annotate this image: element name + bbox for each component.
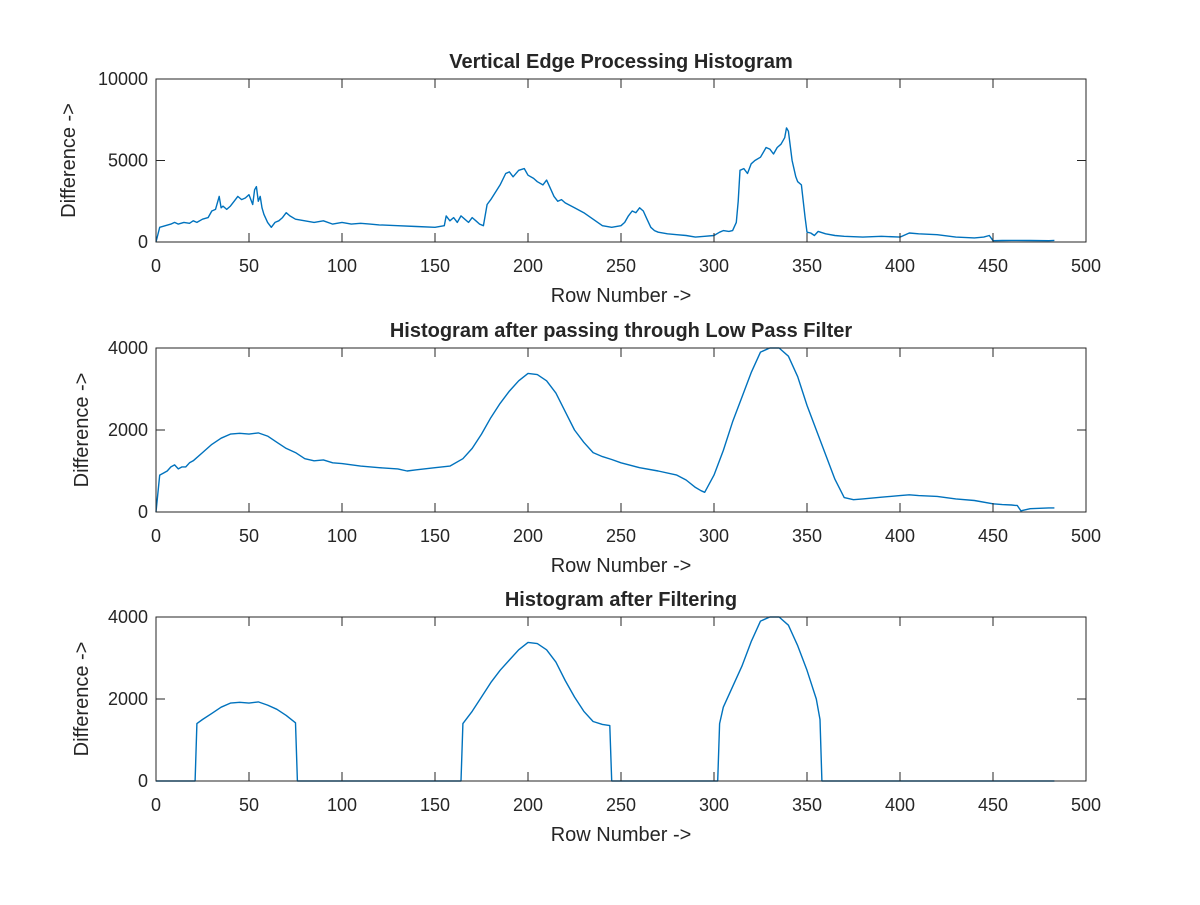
x-axis-label: Row Number -> [551,555,692,577]
x-tick-label: 150 [420,526,450,546]
x-axis-label: Row Number -> [551,285,692,307]
subplot-1: 0 50 100 150 200 250 300 350 400 450 5000500010000… [58,51,1101,307]
y-axis-label: Difference -> [71,642,93,757]
x-tick-label: 250 [606,795,636,815]
x-tick-label: 200 [513,526,543,546]
x-tick-label: 300 [699,526,729,546]
x-tick-label: 100 [327,256,357,276]
x-tick-label: 350 [792,795,822,815]
series-line-2-1 [155,347,1055,513]
subplot-3: 0 50 100 150 200 250 300 350 400 450 500 0 2000 4000 H… [71,589,1101,846]
x-tick-label: 250 [606,526,636,546]
x-tick-label: 400 [885,256,915,276]
x-tick-label: 350 [792,526,822,546]
x-tick-label: 500 [1071,795,1101,815]
series-line-3-1 [156,616,1055,782]
x-tick-label: 200 [513,795,543,815]
x-tick-label: 0 [151,526,161,546]
y-tick-label: 0 [138,232,148,252]
y-tick-label: 2000 [108,420,148,440]
x-tick-label: 500 [1071,256,1101,276]
subplot-2: 0 50 100 150 200 250 300 350 400 450 500 0 2000 4000 H… [71,320,1101,577]
chart-title: Vertical Edge Processing Histogram [449,51,792,73]
y-tick-label: 4000 [108,338,148,358]
axes-box [155,78,1087,243]
x-tick-label: 0 [151,256,161,276]
series-line-1-1 [155,127,1055,243]
chart-title: Histogram after passing through Low Pass… [390,320,853,342]
x-tick-label: 50 [239,256,259,276]
x-tick-label: 150 [420,256,450,276]
y-tick-label: 2000 [108,689,148,709]
y-axis-label: Difference -> [71,373,93,488]
x-tick-label: 450 [978,526,1008,546]
x-tick-label: 0 [151,795,161,815]
y-tick-label: 4000 [108,607,148,627]
y-tick-label: 0 [138,502,148,522]
x-tick-label: 250 [606,256,636,276]
x-tick-label: 150 [420,795,450,815]
y-tick-label: 10000 [98,69,148,89]
axes-box [155,616,1087,782]
x-tick-label: 200 [513,256,543,276]
x-axis-label: Row Number -> [551,824,692,846]
x-tick-label: 100 [327,526,357,546]
y-tick-label: 5000 [108,151,148,171]
chart-title: Histogram after Filtering [505,589,737,611]
x-tick-label: 450 [978,256,1008,276]
x-tick-label: 50 [239,526,259,546]
x-tick-label: 450 [978,795,1008,815]
x-tick-label: 400 [885,526,915,546]
axes-box [155,347,1087,513]
x-tick-label: 500 [1071,526,1101,546]
y-axis-label: Difference -> [58,103,80,218]
x-tick-label: 300 [699,256,729,276]
y-tick-label: 0 [138,771,148,791]
x-tick-label: 100 [327,795,357,815]
x-tick-label: 50 [239,795,259,815]
x-tick-label: 300 [699,795,729,815]
x-tick-label: 400 [885,795,915,815]
x-tick-label: 350 [792,256,822,276]
